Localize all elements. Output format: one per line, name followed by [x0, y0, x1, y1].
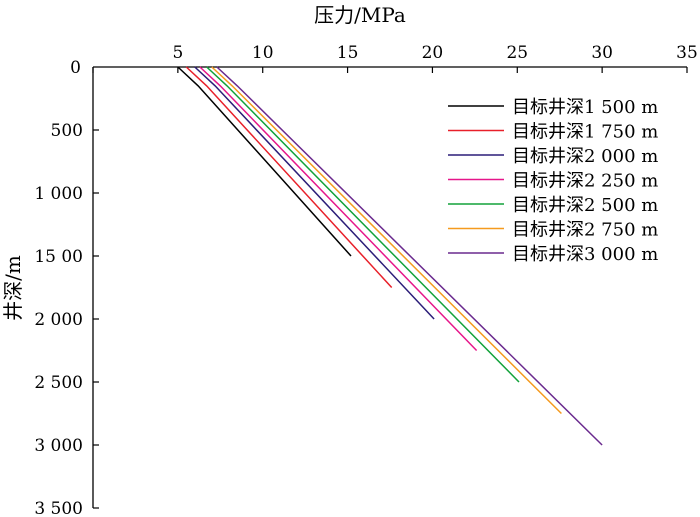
legend-label-4: 目标井深2 250 m [512, 171, 658, 192]
axes: 5 10 15 20 25 30 35 0 500 1 000 15 00 2 000 2 500 3 0… [34, 43, 697, 517]
legend: 目标井深1 500 m 目标井深1 750 m 目标井深2 000 m 目标井深2 2… [448, 97, 658, 265]
x-axis-title: 压力/MPa [314, 3, 406, 27]
legend-label-2: 目标井深1 750 m [512, 122, 658, 143]
y-tick-label: 1 000 [34, 184, 83, 204]
y-tick-label: 3 000 [34, 436, 83, 456]
x-tick-label: 35 [676, 43, 698, 63]
series-line-4 [199, 66, 478, 352]
y-tick-label: 15 00 [34, 247, 83, 267]
y-tick-label: 2 500 [34, 373, 83, 393]
series-line-5 [206, 66, 520, 383]
legend-label-6: 目标井深2 750 m [512, 220, 658, 241]
series-line-6 [211, 66, 562, 415]
legend-label-3: 目标井深2 000 m [512, 146, 658, 167]
y-tick-label: 3 500 [34, 499, 83, 517]
plot-lines [177, 66, 603, 446]
y-axis-title: 井深/m [1, 255, 25, 321]
x-tick-label: 5 [172, 43, 183, 63]
series-line-3 [194, 66, 435, 320]
legend-label-7: 目标井深3 000 m [512, 244, 658, 265]
x-tick-label: 10 [252, 43, 274, 63]
x-tick-label: 25 [506, 43, 528, 63]
x-tick-label: 30 [591, 43, 613, 63]
legend-label-1: 目标井深1 500 m [512, 97, 658, 118]
y-tick-label: 500 [51, 121, 83, 141]
legend-label-5: 目标井深2 500 m [512, 195, 658, 216]
series-line-7 [216, 66, 603, 446]
x-tick-label: 15 [337, 43, 359, 63]
series-line-2 [185, 66, 393, 289]
origin-tick-label: 0 [70, 58, 81, 78]
series-line-1 [177, 66, 352, 257]
x-tick-label: 20 [422, 43, 444, 63]
y-tick-label: 2 000 [34, 310, 83, 330]
